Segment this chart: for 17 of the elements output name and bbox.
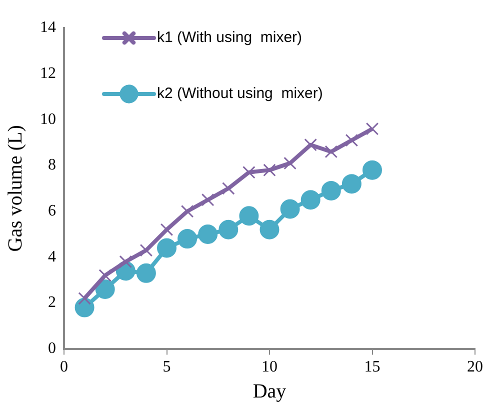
x-tick-label: 0 xyxy=(60,358,68,376)
y-tick-label: 12 xyxy=(40,65,56,82)
x-tick-label: 15 xyxy=(364,358,380,376)
y-axis-title: Gas volume (L) xyxy=(4,125,26,252)
y-tick-label: 0 xyxy=(48,340,56,358)
x-tick-label: 10 xyxy=(262,358,278,376)
y-tick-label: 14 xyxy=(40,19,56,36)
y-tick-label: 10 xyxy=(40,110,56,128)
x-tick-label: 20 xyxy=(467,358,483,376)
y-tick-label: 6 xyxy=(48,202,56,220)
y-tick-label: 2 xyxy=(48,294,56,312)
legend-label: k1 (With using mixer) xyxy=(157,29,302,46)
y-tick-label: 4 xyxy=(48,248,56,266)
x-tick-label: 5 xyxy=(162,358,171,376)
legend-label: k2 (Without using mixer) xyxy=(157,85,323,102)
y-tick-label: 8 xyxy=(48,156,56,174)
x-axis-title: Day xyxy=(252,380,286,402)
